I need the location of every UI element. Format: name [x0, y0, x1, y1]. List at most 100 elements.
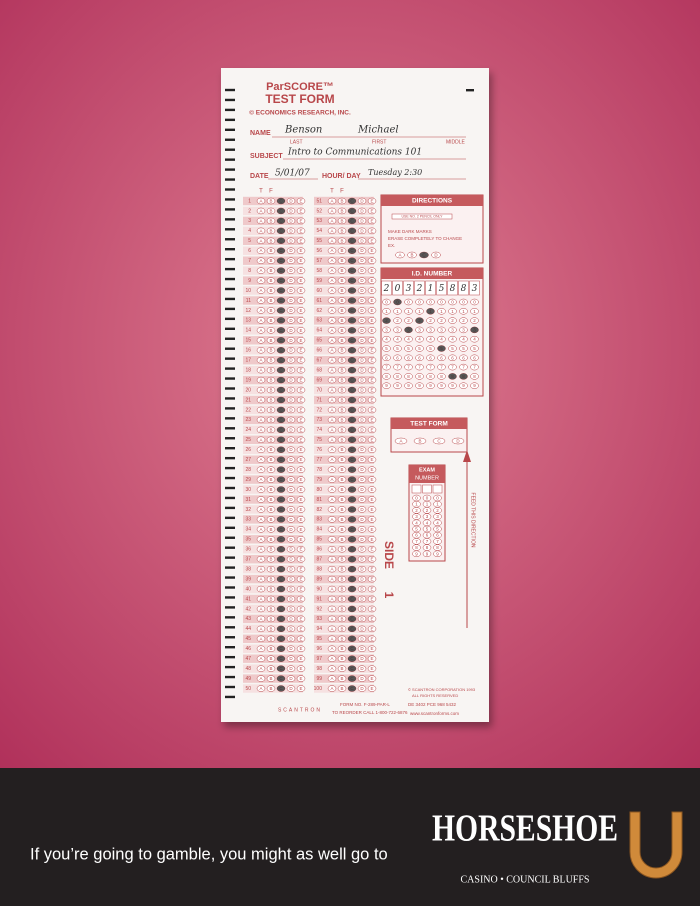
timing-mark [225, 427, 235, 430]
bubble [256, 685, 266, 692]
bubble-label: D [360, 547, 364, 552]
bubble-label: B [269, 258, 272, 263]
bubble-label: D [360, 407, 364, 412]
bubble-label: B [269, 348, 272, 353]
bubble-label: A [259, 258, 262, 263]
bubble-label: D [289, 457, 293, 462]
bubble-label: A [259, 308, 262, 313]
question-number: 32 [245, 507, 251, 513]
timing-mark [225, 367, 235, 370]
bubble [337, 406, 347, 414]
bubble-label: 7 [436, 539, 439, 544]
bubble [422, 550, 432, 558]
bubble [337, 565, 347, 573]
bubble [256, 456, 266, 463]
bubble [327, 307, 337, 314]
bubble-label: B [340, 477, 343, 482]
bubble [337, 287, 347, 294]
bubble-label: 3 [429, 327, 432, 332]
bubble [357, 217, 367, 225]
bubble [256, 565, 266, 573]
id-digit: 0 [395, 284, 401, 294]
bubble-label: 2 [407, 318, 410, 323]
bubble [367, 277, 377, 284]
bubble-label: E [299, 626, 302, 631]
bubble-label: E [370, 268, 373, 273]
bubble-label: D [360, 238, 364, 243]
question-number: 50 [245, 686, 251, 692]
bubble-label: 5 [436, 526, 439, 531]
pencil-mark [277, 297, 285, 304]
timing-mark [225, 118, 235, 122]
bubble-label: 1 [385, 309, 388, 314]
question-number: 40 [245, 586, 251, 592]
bubble [357, 426, 367, 434]
bubble-label: 3 [462, 327, 465, 332]
question-number: 3 [248, 218, 251, 224]
bubble [296, 237, 306, 245]
bubble [296, 396, 306, 404]
pencil-mark [277, 605, 285, 612]
bubble [296, 287, 306, 294]
bubble-label: D [360, 666, 364, 671]
bubble [367, 546, 377, 553]
bubble [367, 366, 377, 374]
question-number: 2 [248, 208, 251, 214]
bubble [367, 536, 377, 543]
id-digit: 1 [428, 284, 434, 294]
bubble [266, 416, 276, 424]
pencil-mark [348, 317, 356, 324]
bubble-label: A [330, 547, 333, 552]
bubble [286, 436, 296, 444]
bubble-label: A [330, 218, 333, 223]
bubble-label: 8 [436, 545, 439, 550]
bubble [404, 354, 413, 362]
form-title: ParSCORE™ [266, 81, 334, 93]
bubble [337, 347, 347, 354]
bubble [367, 506, 377, 513]
pencil-mark [348, 586, 356, 593]
bubble-label: 6 [440, 355, 443, 360]
question-number: 87 [316, 557, 322, 563]
bubble-label: 4 [418, 337, 421, 342]
pencil-mark [348, 605, 356, 612]
timing-mark [225, 317, 235, 321]
pencil-mark [277, 526, 285, 533]
bubble [286, 605, 296, 613]
bubble [296, 536, 306, 543]
bubble-label: A [259, 208, 262, 213]
bubble-label: D [289, 368, 293, 373]
bubble-label: D [360, 397, 364, 402]
timing-mark [225, 526, 235, 529]
bubble [266, 317, 276, 324]
bubble [367, 436, 377, 444]
bubble-label: A [259, 378, 262, 383]
pencil-mark [426, 308, 435, 315]
bubble-label: D [289, 666, 293, 671]
bubble [286, 327, 296, 334]
bubble-label: D [360, 497, 364, 502]
bubble [256, 575, 266, 583]
bubble-label: E [370, 278, 373, 283]
question-number: 24 [245, 427, 251, 433]
bubble-label: 7 [385, 365, 388, 370]
direction-item: ERASE COMPLETELY TO CHANGE [388, 236, 462, 241]
bubble [367, 207, 377, 215]
bubble-label: 1 [462, 309, 465, 314]
question-number: 96 [316, 646, 322, 652]
bubble-label: B [269, 198, 272, 203]
bubble [448, 345, 457, 352]
bubble-label: E [370, 547, 373, 552]
bubble-label: E [370, 348, 373, 353]
bubble-label: A [330, 238, 333, 243]
bubble-label: B [340, 308, 343, 313]
bubble [337, 436, 347, 444]
id-digit-box [425, 280, 436, 296]
bubble-label: D [289, 676, 293, 681]
question-number: 36 [245, 547, 251, 553]
question-number: 57 [316, 258, 322, 264]
bubble [357, 446, 367, 453]
bubble [266, 406, 276, 414]
bubble [357, 595, 367, 603]
bubble-label: A [259, 417, 262, 422]
